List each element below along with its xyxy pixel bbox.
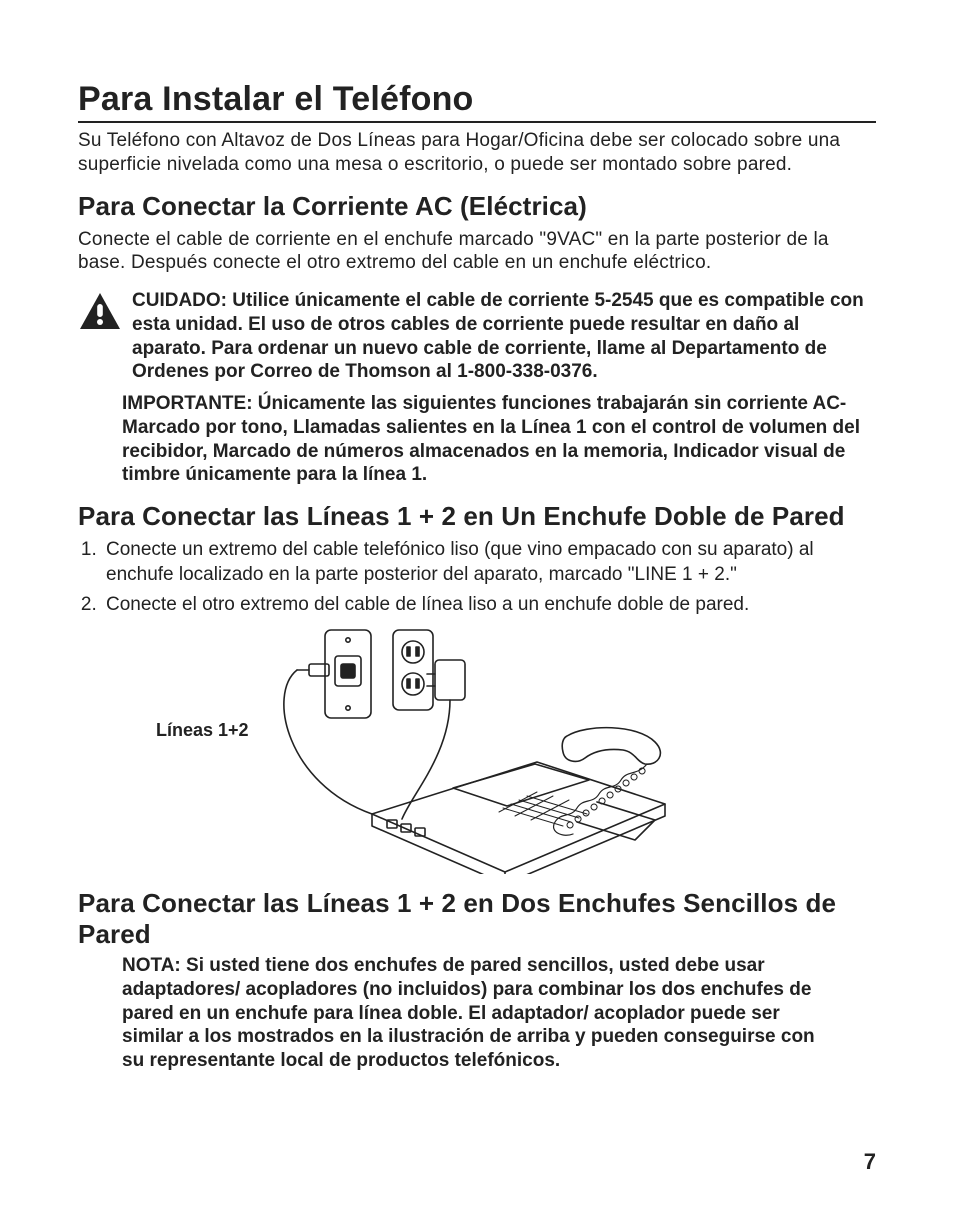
- important-text: IMPORTANTE: Únicamente las siguientes fu…: [122, 392, 876, 487]
- warning-text: CUIDADO: Utilice únicamente el cable de …: [132, 289, 876, 384]
- warning-block: CUIDADO: Utilice únicamente el cable de …: [78, 289, 876, 384]
- figure-dual-jack: Líneas 1+2: [78, 624, 876, 874]
- step-1: Conecte un extremo del cable telefónico …: [102, 538, 876, 587]
- heading-dual-jack: Para Conectar las Líneas 1 + 2 en Un Enc…: [78, 501, 876, 532]
- figure-label: Líneas 1+2: [156, 720, 249, 741]
- warning-icon: [78, 291, 126, 336]
- dual-jack-steps: Conecte un extremo del cable telefónico …: [78, 538, 876, 618]
- page: Para Instalar el Teléfono Su Teléfono co…: [0, 0, 954, 1215]
- step-2: Conecte el otro extremo del cable de lín…: [102, 593, 876, 618]
- note-text: NOTA: Si usted tiene dos enchufes de par…: [122, 954, 842, 1073]
- page-number: 7: [864, 1149, 876, 1175]
- heading-ac: Para Conectar la Corriente AC (Eléctrica…: [78, 191, 876, 222]
- phone-illustration: [237, 624, 717, 874]
- intro-paragraph: Su Teléfono con Altavoz de Dos Líneas pa…: [78, 129, 876, 177]
- page-title: Para Instalar el Teléfono: [78, 80, 876, 123]
- ac-body: Conecte el cable de corriente en el ench…: [78, 228, 876, 276]
- heading-single-jacks: Para Conectar las Líneas 1 + 2 en Dos En…: [78, 888, 876, 950]
